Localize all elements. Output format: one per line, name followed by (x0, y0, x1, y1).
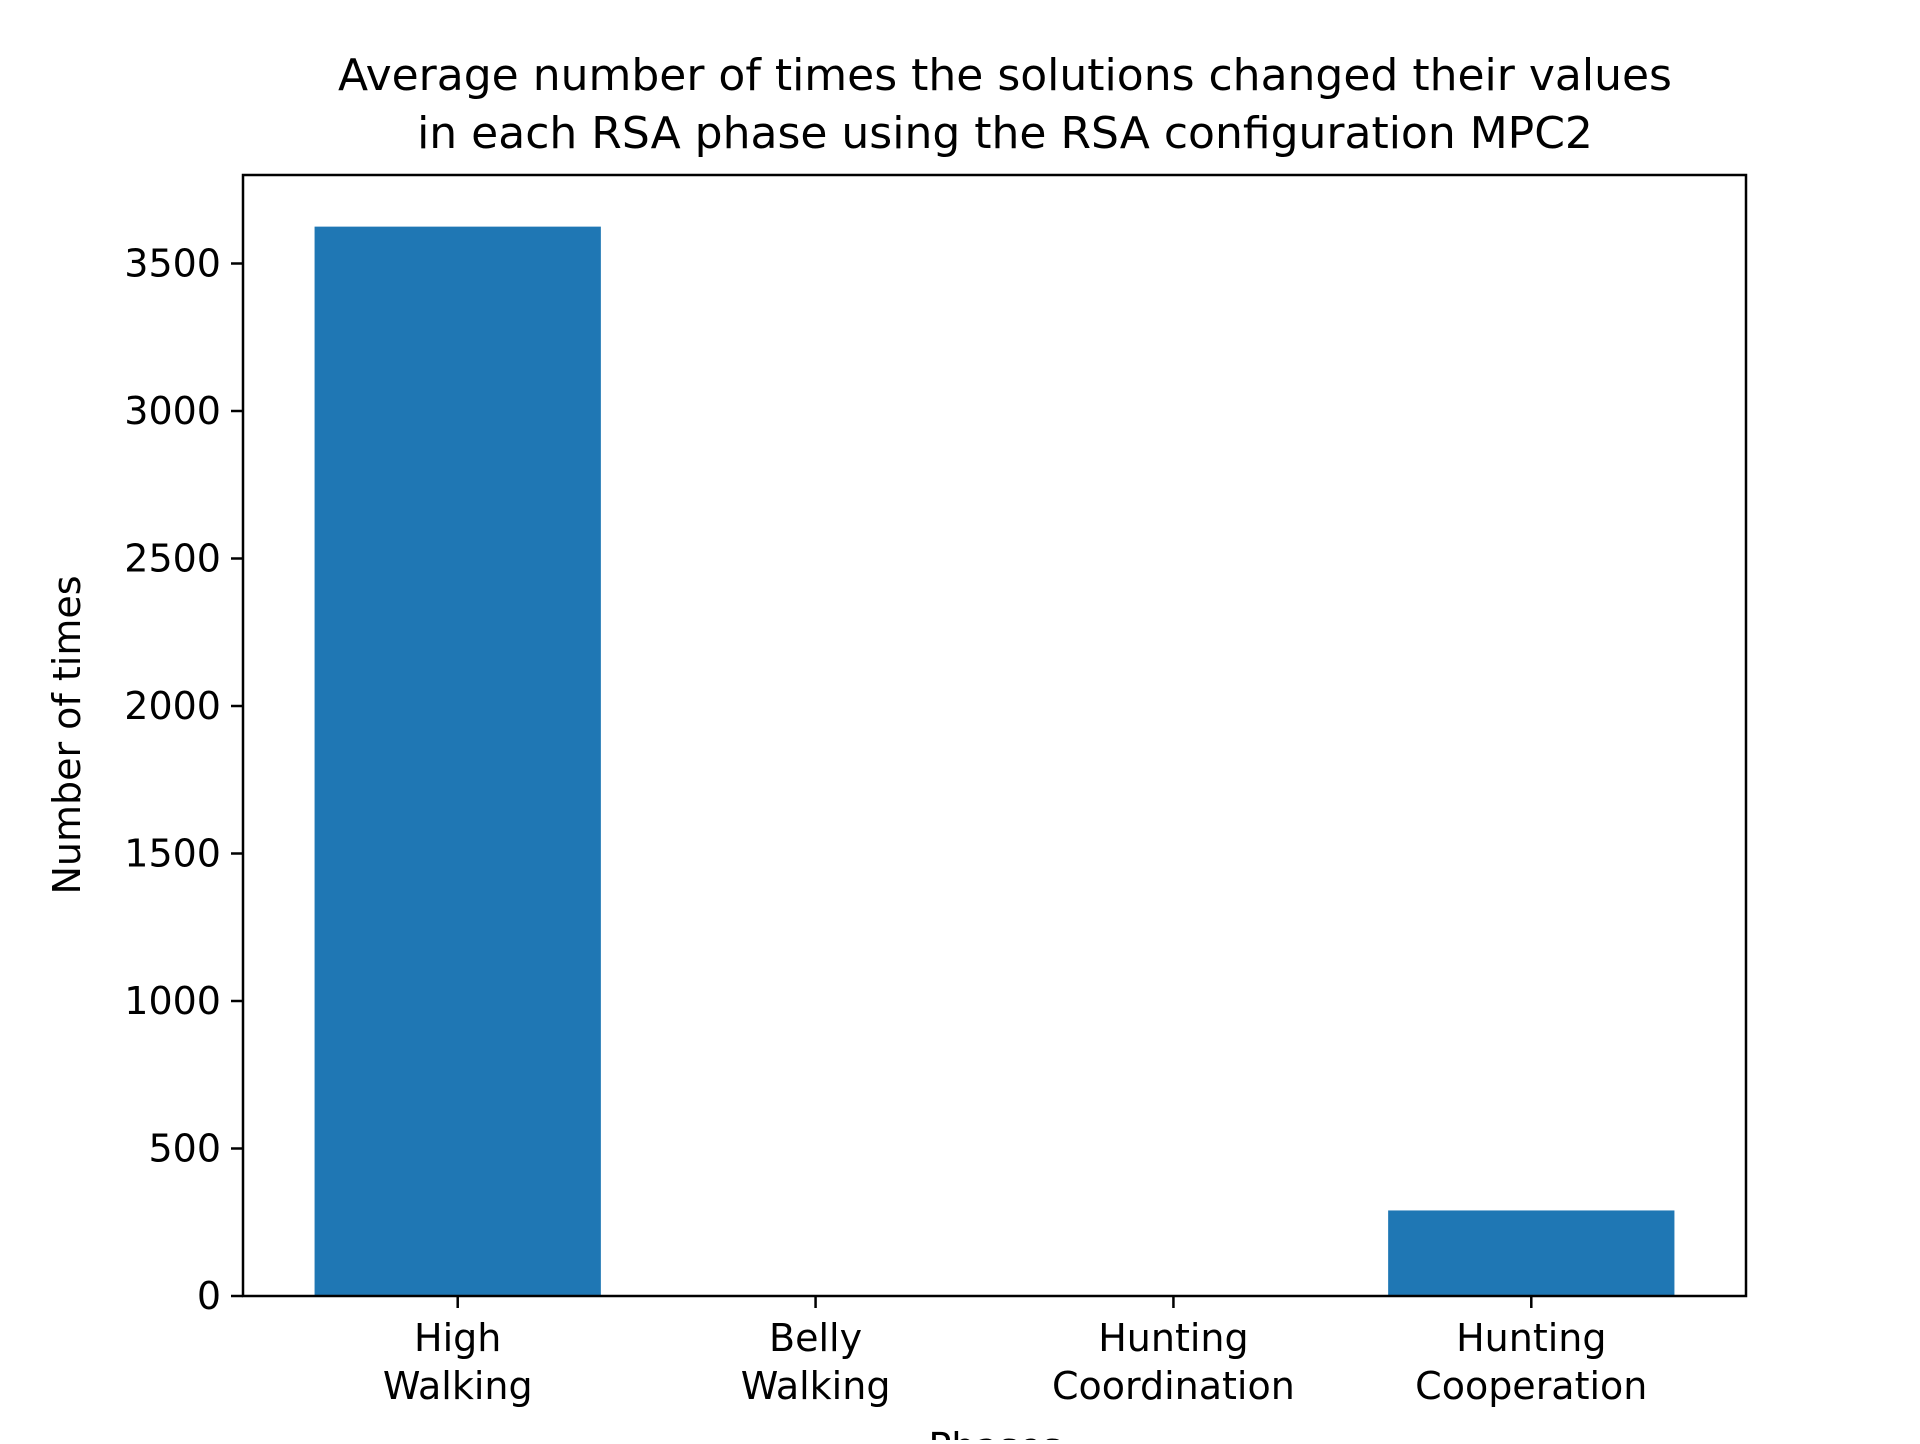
x-axis-label: Phases (928, 1425, 1061, 1440)
x-tick-label-0-line-1: High (414, 1316, 501, 1360)
x-tick-label-3-line-1: Hunting (1456, 1316, 1606, 1360)
y-tick-label-1: 500 (148, 1127, 221, 1171)
x-tick-label-3-line-2: Cooperation (1415, 1364, 1647, 1408)
bars (314, 226, 1675, 1297)
y-tick-label-6: 3000 (124, 389, 221, 433)
x-tick-label-0-line-2: Walking (383, 1364, 533, 1408)
chart-title-line-1: Average number of times the solutions ch… (338, 50, 1672, 101)
bar-0 (314, 226, 601, 1297)
y-tick-label-3: 1500 (124, 832, 221, 876)
plot-frame (241, 173, 1748, 1298)
y-tick-label-0: 0 (197, 1274, 221, 1318)
y-tick-label-2: 1000 (124, 979, 221, 1023)
y-axis: 0 500 1000 1500 2000 2500 3000 3500 (124, 242, 243, 1318)
chart-title: Average number of times the solutions ch… (338, 50, 1672, 159)
x-tick-label-2-line-1: Hunting (1098, 1316, 1248, 1360)
chart-title-line-2: in each RSA phase using the RSA configur… (417, 108, 1593, 159)
bar-3 (1388, 1210, 1675, 1296)
x-tick-label-1-line-2: Walking (741, 1364, 891, 1408)
y-tick-label-4: 2000 (124, 684, 221, 728)
y-axis-label: Number of times (45, 575, 89, 894)
y-tick-label-5: 2500 (124, 537, 221, 581)
x-tick-label-1-line-1: Belly (769, 1316, 862, 1360)
x-tick-label-2-line-2: Coordination (1052, 1364, 1295, 1408)
y-tick-label-7: 3500 (124, 242, 221, 286)
x-axis: HighWalkingBellyWalkingHuntingCoordinati… (383, 1296, 1647, 1408)
